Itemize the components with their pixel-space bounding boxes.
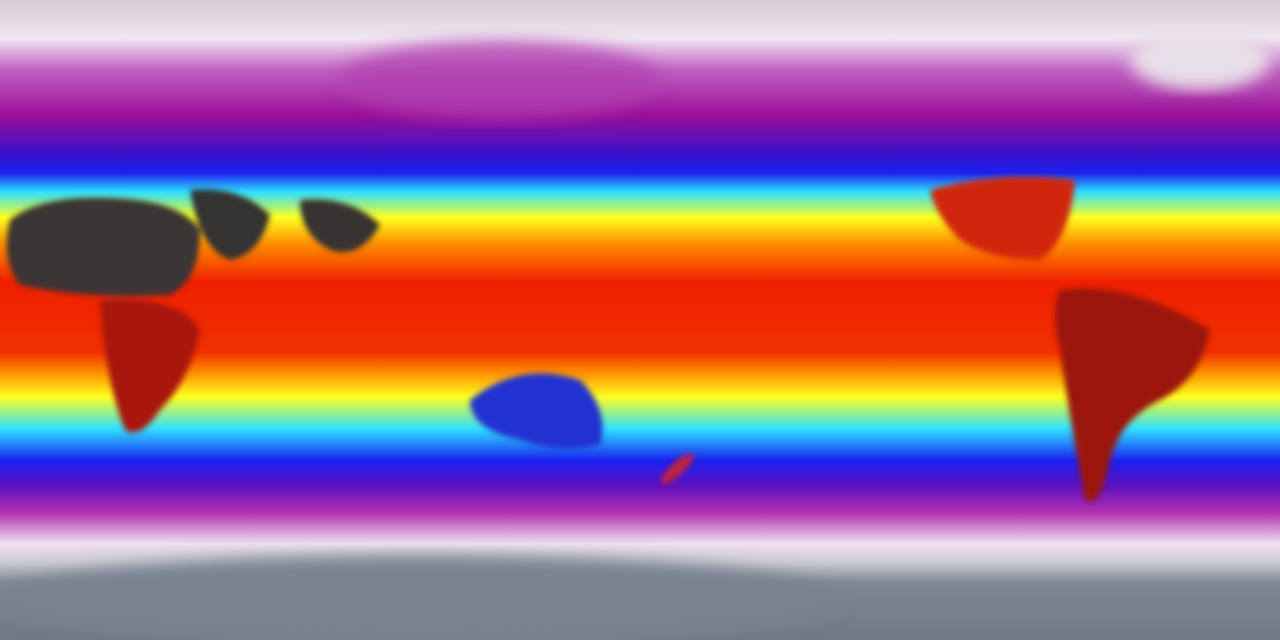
north-america-south (930, 176, 1075, 260)
australia (470, 373, 603, 449)
iran-india-hot (300, 199, 380, 253)
arabia (190, 189, 270, 260)
north-africa-sahara (6, 197, 200, 297)
greenland-cold (1130, 30, 1270, 90)
africa-south (100, 299, 200, 433)
landmasses (0, 30, 1270, 640)
south-america (1055, 288, 1210, 502)
new-zealand (660, 454, 695, 485)
siberia-cold (340, 40, 660, 120)
antarctica-ice (0, 555, 840, 640)
